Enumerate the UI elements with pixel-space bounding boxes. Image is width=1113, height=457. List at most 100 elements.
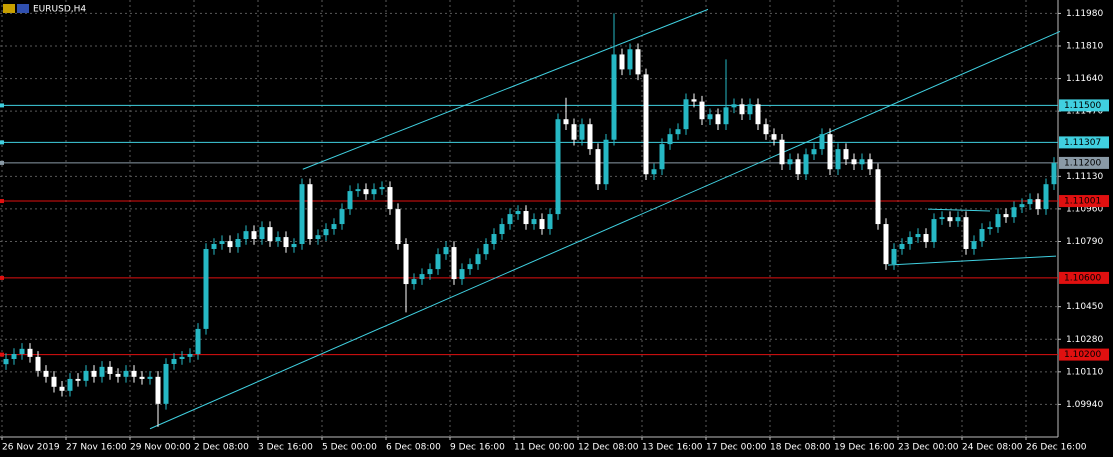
candle-body <box>99 366 105 377</box>
candle-body <box>939 217 945 220</box>
candle-body <box>515 211 521 215</box>
candle-body <box>891 248 897 265</box>
candle-body <box>883 224 889 265</box>
level-handle <box>0 140 4 145</box>
candle-body <box>451 247 457 280</box>
level-handle <box>0 275 4 280</box>
candle-body <box>163 363 169 404</box>
y-tick-label: 1.10110 <box>1066 367 1103 377</box>
x-tick-label: 5 Dec 00:00 <box>322 443 377 453</box>
candle-body <box>651 169 657 175</box>
trend-line <box>149 30 1061 430</box>
candle-body <box>315 235 321 240</box>
level-label: 1.10200 <box>1064 350 1101 360</box>
candle-body <box>731 104 737 108</box>
candle-body <box>387 187 393 210</box>
candle-body <box>763 124 769 135</box>
candle-body <box>195 328 201 355</box>
candle-body <box>875 169 881 225</box>
candle-body <box>723 107 729 125</box>
level-label: 1.11200 <box>1064 158 1101 168</box>
candle-body <box>667 134 673 145</box>
candle-body <box>987 227 993 230</box>
level-label: 1.11500 <box>1064 101 1101 111</box>
candle-body <box>363 189 369 195</box>
candle-body <box>755 104 761 125</box>
candle-body <box>555 119 561 215</box>
candle-body <box>563 119 569 125</box>
x-tick-label: 27 Nov 16:00 <box>66 443 127 453</box>
candle-body <box>1027 199 1033 205</box>
candle-body <box>915 234 921 238</box>
x-tick-label: 17 Dec 00:00 <box>706 443 767 453</box>
candle-body <box>347 191 353 210</box>
candle-body <box>635 49 641 75</box>
candle-body <box>1003 214 1009 218</box>
candle-body <box>3 358 9 365</box>
y-tick-label: 1.11130 <box>1066 172 1103 182</box>
y-tick-label: 1.10790 <box>1066 237 1103 247</box>
candle-body <box>75 378 81 381</box>
y-tick-label: 1.09940 <box>1066 400 1103 410</box>
x-tick-label: 3 Dec 16:00 <box>258 443 313 453</box>
level-label: 1.11307 <box>1064 138 1101 148</box>
x-tick-label: 6 Dec 08:00 <box>386 443 441 453</box>
candle-body <box>571 124 577 140</box>
candle-body <box>123 370 129 377</box>
y-tick-label: 1.10960 <box>1066 204 1103 214</box>
candle-body <box>155 376 161 404</box>
candle-body <box>659 144 665 170</box>
level-handle <box>0 160 4 165</box>
candle-body <box>299 184 305 244</box>
candle-body <box>507 214 513 225</box>
candle-body <box>491 234 497 244</box>
candle-body <box>851 159 857 165</box>
candle-body <box>459 269 465 280</box>
candle-body <box>843 149 849 160</box>
candle-body <box>947 217 953 222</box>
candle-body <box>923 234 929 243</box>
candle-body <box>115 373 121 377</box>
candle-body <box>859 159 865 165</box>
candle-body <box>603 139 609 185</box>
candle-body <box>995 214 1001 228</box>
candle-body <box>819 134 825 150</box>
candle-body <box>27 348 33 357</box>
candle-body <box>19 348 25 355</box>
x-tick-label: 9 Dec 16:00 <box>450 443 505 453</box>
y-tick-label: 1.11470 <box>1066 107 1103 117</box>
candle-body <box>227 241 233 248</box>
candle-body <box>899 243 905 249</box>
candle-body <box>531 219 537 225</box>
candle-body <box>747 104 753 115</box>
candle-body <box>611 54 617 140</box>
candle-body <box>307 184 313 240</box>
candle-body <box>355 189 361 192</box>
candle-body <box>339 209 345 225</box>
candle-body <box>795 159 801 175</box>
candle-body <box>427 269 433 275</box>
x-tick-label: 12 Dec 08:00 <box>578 443 639 453</box>
candle-body <box>483 243 489 255</box>
candle-body <box>475 254 481 265</box>
candle-body <box>139 376 145 379</box>
candle-body <box>523 211 529 225</box>
candle-body <box>683 99 689 130</box>
candle-body <box>187 354 193 357</box>
candle-body <box>867 159 873 170</box>
candle-body <box>579 124 585 140</box>
candle-body <box>267 227 273 242</box>
candle-body <box>219 241 225 244</box>
y-tick-label: 1.10280 <box>1066 335 1103 345</box>
candle-body <box>803 154 809 175</box>
candle-body <box>1035 199 1041 210</box>
candle-body <box>779 139 785 165</box>
candle-body <box>379 187 385 190</box>
candle-body <box>203 248 209 329</box>
level-handle <box>0 199 4 204</box>
candle-body <box>243 231 249 240</box>
candle-body <box>67 378 73 391</box>
